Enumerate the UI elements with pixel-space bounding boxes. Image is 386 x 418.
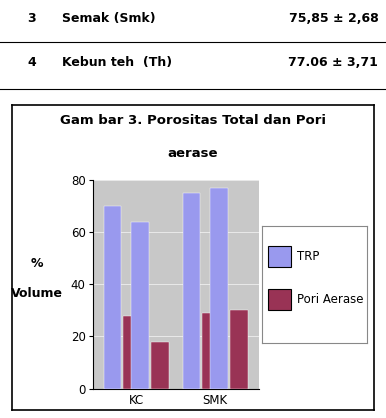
- Text: 77.06 ± 3,71: 77.06 ± 3,71: [288, 56, 378, 69]
- Bar: [268, 246, 291, 267]
- Bar: [230, 310, 248, 389]
- Text: Gam bar 3. Porositas Total dan Pori: Gam bar 3. Porositas Total dan Pori: [60, 114, 326, 127]
- Text: aerase: aerase: [168, 147, 218, 160]
- Bar: [210, 188, 228, 389]
- Bar: [131, 222, 149, 389]
- Text: Semak (Smk): Semak (Smk): [62, 12, 156, 25]
- Text: TRP: TRP: [297, 250, 319, 263]
- Bar: [268, 289, 291, 310]
- Text: Volume: Volume: [11, 287, 63, 300]
- Bar: [202, 313, 220, 389]
- Bar: [183, 193, 200, 389]
- Text: 3: 3: [27, 12, 36, 25]
- Text: %: %: [31, 257, 43, 270]
- Bar: [151, 342, 169, 389]
- Bar: [103, 206, 121, 389]
- Text: 4: 4: [27, 56, 36, 69]
- Bar: [123, 316, 141, 389]
- Text: Pori Aerase: Pori Aerase: [297, 293, 363, 306]
- Text: 75,85 ± 2,68: 75,85 ± 2,68: [288, 12, 378, 25]
- Text: Kebun teh  (Th): Kebun teh (Th): [62, 56, 172, 69]
